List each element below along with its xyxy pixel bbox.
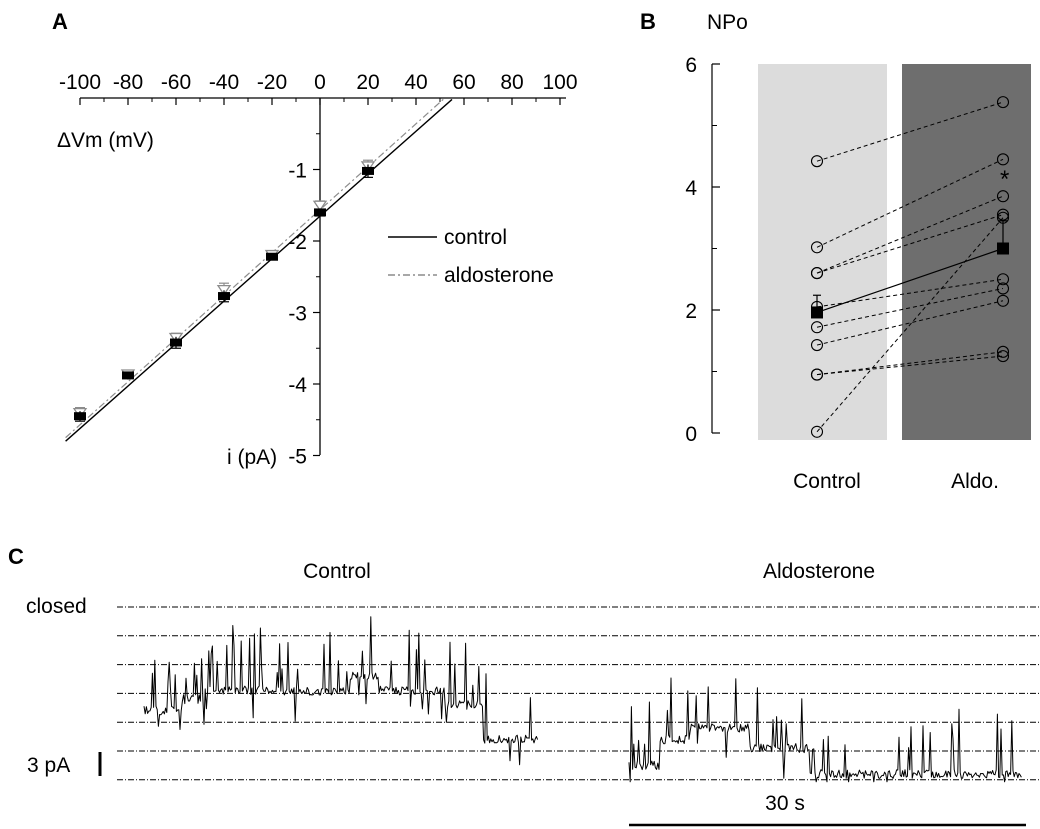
control-marker (170, 338, 182, 347)
panel-c: C Control Aldosterone closed 3 pA 30 s (8, 544, 1040, 827)
panel-letter-b: B (640, 9, 656, 34)
control-band (758, 64, 887, 440)
aldosterone-fit-line (65, 97, 446, 439)
control-point (810, 368, 824, 381)
panel-a: A -100 -80 -60 -40 -20 0 20 40 60 80 100 -1-2-3-4-… (52, 9, 578, 469)
trace-title-control: Control (303, 560, 371, 583)
legend-label-control: control (444, 226, 507, 249)
control-point (810, 267, 824, 280)
control-point (810, 425, 824, 438)
closed-level-label: closed (26, 595, 87, 618)
aldosterone-marker (312, 200, 328, 212)
paired-line (816, 195, 1004, 274)
control-point (810, 241, 824, 254)
iv-y-tick-label: -4 (288, 374, 307, 397)
iv-x-tick-label: 20 (356, 71, 379, 94)
npo-y-tick-label: 0 (685, 423, 697, 446)
paired-line (816, 300, 1004, 346)
control-marker (122, 371, 134, 380)
paired-line (816, 355, 1004, 376)
control-marker (314, 208, 326, 217)
control-point (810, 321, 824, 334)
iv-x-tick-label: 60 (452, 71, 475, 94)
aldosterone-marker (216, 284, 232, 296)
iv-x-tick-label: 100 (542, 71, 577, 94)
iv-series (65, 97, 453, 442)
paired-line (816, 351, 1004, 376)
time-scale-label: 30 s (765, 792, 805, 815)
iv-x-tick-label: 0 (314, 71, 326, 94)
aldosterone-mean-marker (997, 242, 1009, 255)
paired-line (816, 214, 1004, 274)
npo-means (811, 220, 1009, 319)
iv-y-tick-label: -5 (288, 446, 307, 469)
npo-y-ticks: 0 2 4 6 (685, 54, 720, 446)
panel-b: B NPo 0 2 4 6 * Control Aldo. (640, 9, 1031, 493)
aldosterone-point (996, 208, 1010, 221)
paired-line (816, 217, 1004, 433)
control-mean-marker (811, 306, 823, 319)
aldosterone-point (996, 282, 1010, 295)
control-point (810, 155, 824, 168)
npo-y-tick-label: 2 (685, 300, 697, 323)
control-marker (266, 252, 278, 261)
npo-paired-points (810, 96, 1010, 438)
iv-x-tick-label: 40 (404, 71, 427, 94)
aldosterone-band (902, 64, 1031, 440)
aldosterone-point (996, 345, 1010, 358)
legend-label-aldosterone: aldosterone (444, 264, 554, 287)
npo-y-tick-label: 6 (685, 54, 697, 77)
iv-x-tick-label: -80 (113, 71, 143, 94)
control-point (810, 339, 824, 352)
iv-y-tick-label: -3 (288, 303, 307, 326)
category-label-control: Control (793, 470, 861, 493)
iv-y-ticks: -1 -2 -3 -4 -5 (288, 133, 320, 469)
npo-axis-label: NPo (707, 11, 748, 34)
panel-letter-a: A (52, 9, 68, 34)
iv-y-axis-label: i (pA) (227, 446, 277, 469)
category-label-aldo: Aldo. (951, 470, 999, 493)
control-marker (218, 292, 230, 301)
trace-title-aldosterone: Aldosterone (763, 560, 875, 583)
paired-line (816, 287, 1004, 328)
paired-line (816, 158, 1004, 248)
aldosterone-point (996, 96, 1010, 109)
aldosterone-point (996, 153, 1010, 166)
iv-x-tick-label: -100 (59, 71, 101, 94)
iv-y-tick-label: -1 (288, 160, 307, 183)
iv-x-tick-label: 80 (500, 71, 523, 94)
significance-star: * (1000, 166, 1009, 193)
iv-legend: control aldosterone (388, 226, 554, 287)
iv-x-tick-label: -40 (209, 71, 239, 94)
aldosterone-point (996, 273, 1010, 286)
iv-x-tick-label: -20 (257, 71, 287, 94)
control-fit-line (65, 98, 453, 442)
current-scale-label: 3 pA (27, 754, 70, 777)
iv-y-tick-label: -2 (288, 231, 307, 254)
iv-x-tick-label: -60 (161, 71, 191, 94)
panel-letter-c: C (8, 544, 24, 569)
control-marker (74, 412, 86, 421)
iv-x-ticks: -100 -80 -60 -40 -20 0 20 40 60 80 100 (59, 71, 578, 105)
control-trace (143, 616, 539, 766)
aldosterone-point (996, 190, 1010, 203)
npo-y-tick-label: 4 (685, 177, 697, 200)
aldosterone-point (996, 350, 1010, 363)
iv-x-axis-label: ΔVm (mV) (57, 129, 154, 152)
control-marker (362, 166, 374, 175)
aldosterone-trace (628, 677, 1022, 783)
mean-line (816, 247, 1004, 314)
paired-line (816, 101, 1004, 162)
aldosterone-point (996, 294, 1010, 307)
